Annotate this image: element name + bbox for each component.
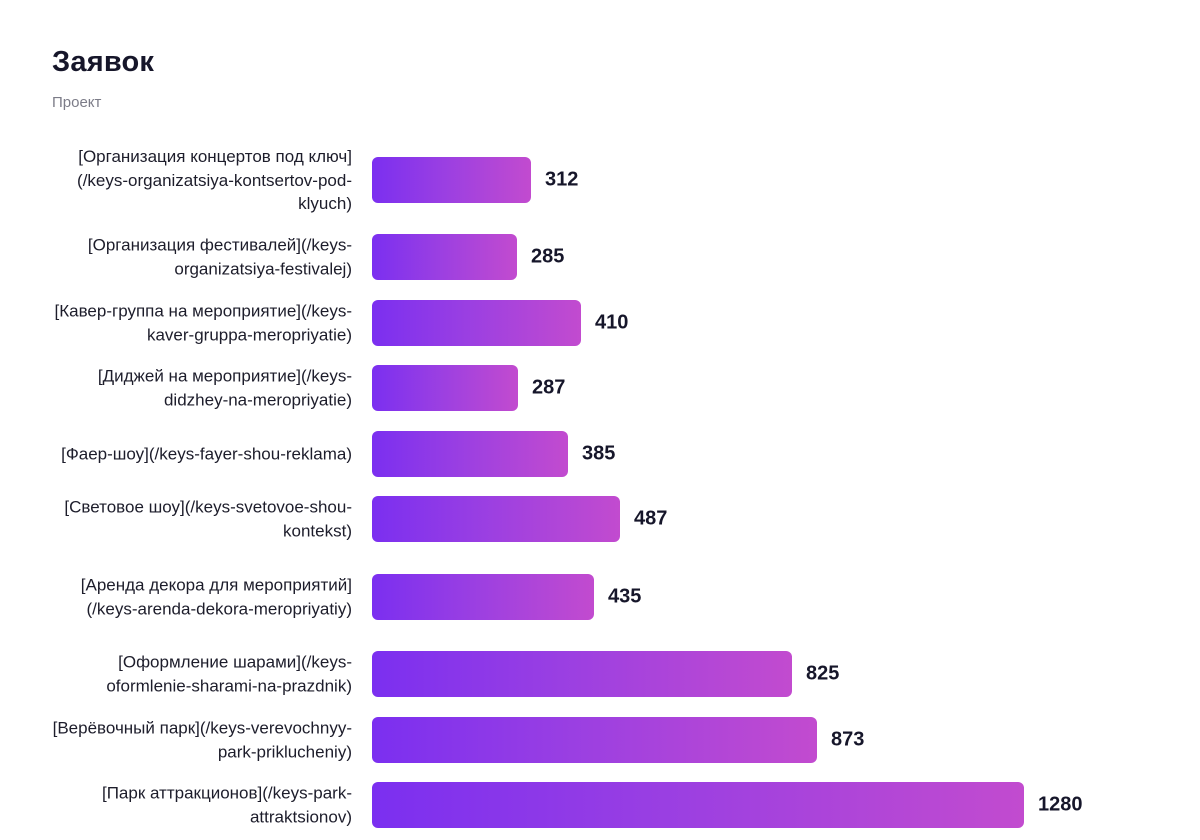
category-label: [Организация фестивалей](/keys-organizat… — [87, 235, 352, 279]
bar — [372, 234, 517, 280]
bar — [372, 496, 620, 542]
category-label: [Парк аттракционов](/keys-park-attraktsi… — [101, 783, 352, 827]
bar — [372, 717, 817, 763]
value-label: 1280 — [1038, 793, 1083, 816]
value-label: 410 — [595, 311, 629, 334]
category-label: [Аренда декора для мероприятий](/keys-ar… — [80, 575, 352, 619]
chart-title: Заявок — [52, 46, 155, 78]
value-label: 285 — [531, 245, 565, 268]
category-label: [Световое шоу](/keys-svetovoe-shou-konte… — [64, 497, 352, 541]
category-label: [Фаер-шоу](/keys-fayer-shou-reklama) — [61, 444, 352, 464]
bar — [372, 574, 594, 620]
category-label: [Организация концертов под ключ](/keys-o… — [77, 146, 352, 213]
bar — [372, 365, 518, 411]
chart-subtitle: Проект — [52, 94, 102, 111]
value-label: 487 — [634, 507, 668, 530]
category-label: [Верёвочный парк](/keys-verevochnyy-park… — [52, 718, 352, 762]
bar — [372, 431, 568, 477]
category-label: [Диджей на мероприятие](/keys-didzhey-na… — [97, 366, 352, 410]
value-label: 825 — [806, 662, 840, 685]
value-label: 873 — [831, 728, 865, 751]
bar — [372, 157, 531, 203]
category-label: [Кавер-группа на мероприятие](/keys-kave… — [54, 301, 352, 345]
bar — [372, 300, 581, 346]
category-label: [Оформление шарами](/keys-oformlenie-sha… — [106, 652, 352, 696]
bar — [372, 651, 792, 697]
bar — [372, 782, 1024, 828]
value-label: 312 — [545, 168, 579, 191]
value-label: 435 — [608, 585, 642, 608]
value-label: 287 — [532, 376, 566, 399]
value-label: 385 — [582, 442, 616, 465]
